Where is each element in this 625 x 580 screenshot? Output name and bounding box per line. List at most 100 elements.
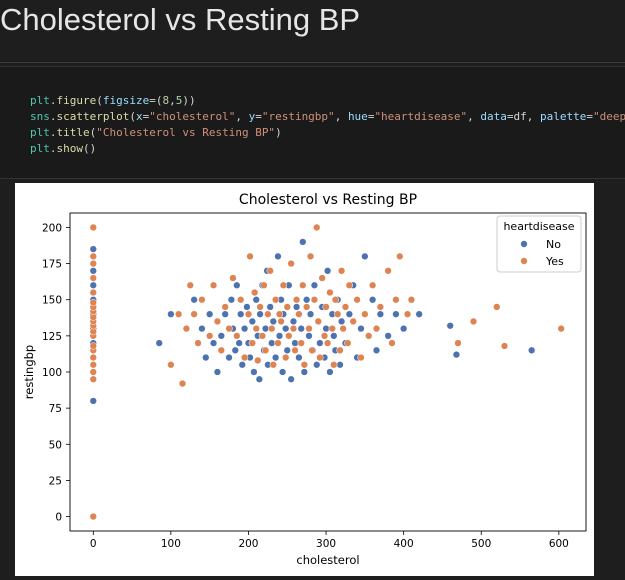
scatter-point-yes <box>557 324 565 333</box>
x-tick-label: 500 <box>471 538 491 550</box>
scatter-point-no <box>415 310 423 318</box>
scatter-point-no <box>323 267 332 275</box>
scatter-point-no <box>231 346 239 354</box>
scatter-point-no <box>269 317 277 326</box>
scatter-point-yes <box>328 324 336 333</box>
scatter-point-no <box>227 296 236 304</box>
scatter-point-no <box>237 310 245 318</box>
code-token: plt <box>30 142 50 155</box>
y-axis-label: restingbp <box>22 345 36 399</box>
scatter-point-no <box>345 310 353 318</box>
code-line: plt.figure(figsize=(8,5)) <box>30 94 196 107</box>
scatter-point-no <box>206 310 214 318</box>
scatter-point-no <box>278 368 287 376</box>
scatter-point-yes <box>279 281 288 289</box>
scatter-point-yes <box>361 310 369 318</box>
scatter-point-yes <box>337 267 346 275</box>
scatter-point-yes <box>182 324 191 333</box>
scatter-point-yes <box>89 512 97 521</box>
scatter-point-yes <box>308 346 316 354</box>
x-tick-label: 0 <box>90 538 97 550</box>
code-token: = <box>255 110 262 123</box>
code-token: . <box>49 142 57 155</box>
scatter-point-no <box>326 368 334 376</box>
scatter-point-yes <box>251 288 259 297</box>
scatter-point-no <box>289 317 298 326</box>
scatter-point-yes <box>345 281 353 289</box>
scatter-point-yes <box>300 361 308 369</box>
scatter-point-yes <box>258 332 267 340</box>
scatter-point-yes <box>344 339 352 347</box>
scatter-point-yes <box>306 252 315 261</box>
scatter-point-no <box>225 353 233 362</box>
scatter-point-no <box>292 303 301 311</box>
scatter-point-yes <box>89 353 97 362</box>
scatter-point-yes <box>244 310 253 318</box>
scatter-point-no <box>357 324 365 333</box>
scatter-point-yes <box>376 303 385 311</box>
scatter-point-yes <box>334 310 342 318</box>
scatter-point-yes <box>323 339 332 347</box>
scatter-point-yes <box>254 356 262 365</box>
scatter-point-yes <box>285 332 293 340</box>
code-block[interactable]: plt.figure(figsize=(8,5)) sns.scatterplo… <box>30 93 625 157</box>
code-token: palette <box>540 110 587 123</box>
scatter-point-yes <box>246 252 254 261</box>
scatter-point-yes <box>194 339 202 347</box>
code-token: )) <box>182 94 196 107</box>
scatter-point-yes <box>209 281 218 289</box>
scatter-point-yes <box>500 342 509 350</box>
scatter-point-yes <box>357 353 365 362</box>
scatter-point-yes <box>275 310 284 318</box>
scatter-point-yes <box>322 303 330 311</box>
scatter-point-yes <box>326 288 334 297</box>
scatter-point-yes <box>469 317 478 326</box>
scatter-point-no <box>322 324 330 333</box>
scatter-point-yes <box>178 379 187 388</box>
y-tick-label: 200 <box>42 222 62 234</box>
scatter-point-yes <box>407 296 416 304</box>
scatter-point-no <box>217 332 225 340</box>
scatter-point-yes <box>283 303 291 311</box>
scatter-point-yes <box>89 274 97 282</box>
scatter-point-yes <box>237 296 245 304</box>
scatter-point-yes <box>256 303 264 311</box>
code-line: plt.title("Cholesterol vs Resting BP") <box>30 126 282 139</box>
scatter-point-no <box>266 303 274 311</box>
scatter-point-no <box>528 346 536 354</box>
code-token: 8 <box>162 94 170 107</box>
scatter-point-no <box>316 339 324 347</box>
scatter-point-yes <box>339 324 347 333</box>
scatter-point-no <box>313 361 321 369</box>
scatter-point-no <box>330 332 338 340</box>
scatter-point-yes <box>330 361 338 369</box>
scatter-point-yes <box>167 361 175 369</box>
code-token: title <box>56 126 90 139</box>
scatter-point-yes <box>217 346 225 354</box>
scatter-point-yes <box>295 310 303 318</box>
scatter-point-no <box>400 324 408 333</box>
code-token: () <box>83 142 97 155</box>
code-cell[interactable]: plt.figure(figsize=(8,5)) sns.scatterplo… <box>0 66 625 179</box>
code-token: plt <box>30 126 50 139</box>
code-line: sns.scatterplot(x="cholesterol", y="rest… <box>30 110 625 123</box>
code-token: "deep" <box>593 110 625 123</box>
scatter-point-no <box>271 353 280 362</box>
scatter-point-yes <box>493 303 501 311</box>
legend: heartdisease No Yes <box>496 215 582 273</box>
x-tick-label: 100 <box>161 538 181 550</box>
y-tick-label: 125 <box>42 331 62 343</box>
code-token: "cholesterol" <box>149 110 236 123</box>
scatter-point-yes <box>292 296 301 304</box>
scatter-point-yes <box>314 317 322 326</box>
scatter-point-yes <box>291 346 299 354</box>
scatter-point-no <box>452 351 461 359</box>
code-token: hue <box>347 110 368 123</box>
scatter-point-no <box>243 303 251 311</box>
scatter-point-yes <box>268 324 276 333</box>
scatter-point-no <box>209 339 218 347</box>
scatter-point-no <box>384 332 392 340</box>
code-token: figsize <box>102 94 150 107</box>
scatter-point-yes <box>225 324 233 333</box>
y-axis-ticks: 0 25 50 75 100 125 150 175 200 <box>42 222 70 524</box>
